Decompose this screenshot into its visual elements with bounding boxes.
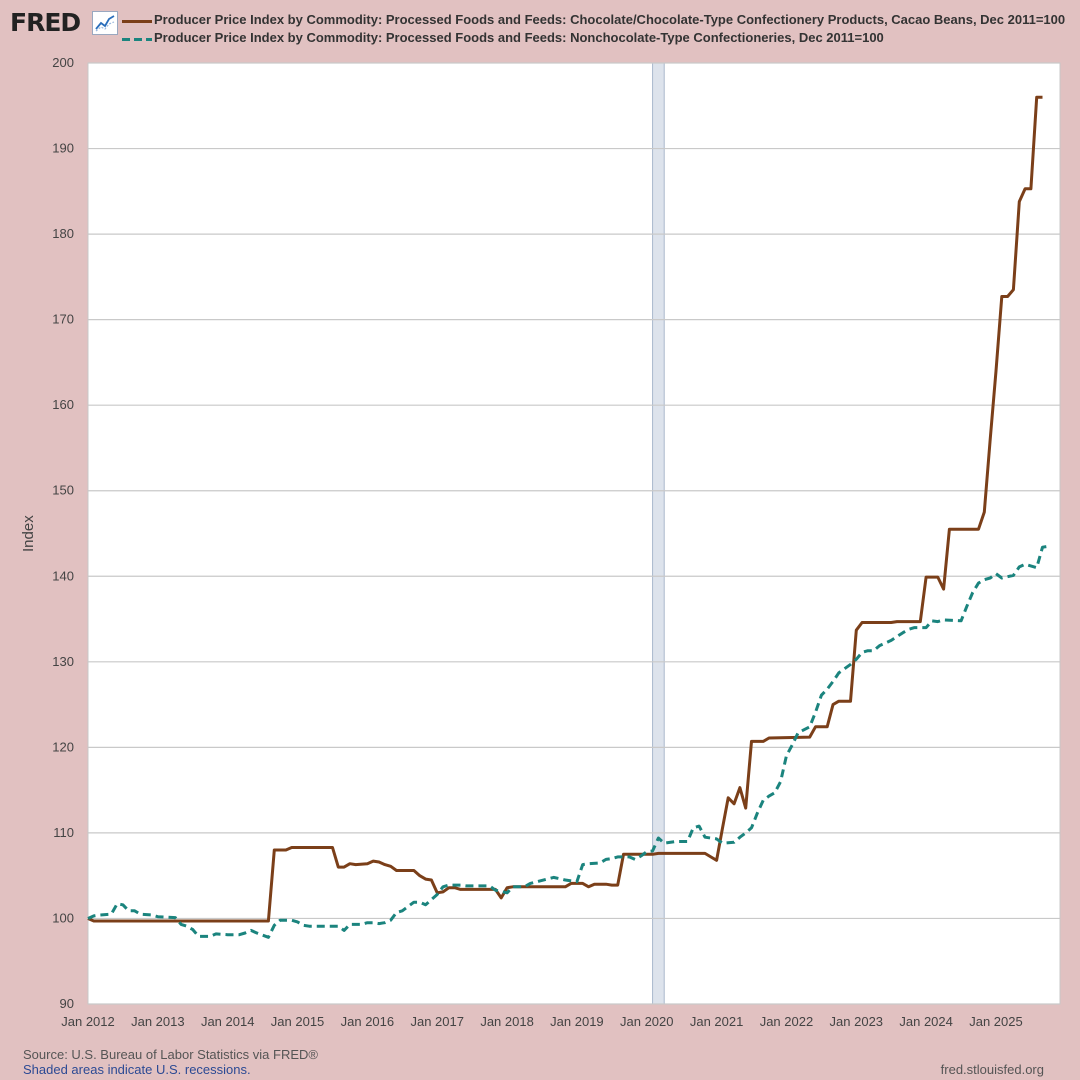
legend-swatch-chocolate [122,20,152,23]
x-tick-label: Jan 2019 [550,1014,604,1029]
x-tick-label: Jan 2014 [201,1014,255,1029]
line-chart: 90 100 110 120 130 140 150 160 170 180 190 200 Jan 2… [52,55,1061,1029]
y-tick-label: 90 [60,996,74,1011]
y-tick-label: 190 [52,141,74,156]
y-tick-label: 110 [53,825,74,840]
x-tick-label: Jan 2015 [271,1014,325,1029]
y-tick-label: 120 [52,739,74,754]
y-tick-label: 200 [52,55,74,70]
y-tick-label: 170 [52,312,74,327]
x-tick-label: Jan 2018 [480,1014,534,1029]
line-chart-icon [92,11,118,35]
x-tick-label: Jan 2025 [969,1014,1023,1029]
legend-swatch-nonchocolate [122,38,152,41]
fred-url[interactable]: fred.stlouisfed.org [940,1062,1044,1077]
y-axis-title: Index [14,515,44,552]
recession-shade [652,62,665,1005]
y-axis-title-text: Index [20,515,37,552]
series-line-nonchocolate [87,544,1049,939]
source-note: Source: U.S. Bureau of Labor Statistics … [23,1047,318,1062]
x-tick-label: Jan 2017 [410,1014,464,1029]
y-tick-label: 160 [52,397,74,412]
x-tick-label: Jan 2022 [760,1014,814,1029]
x-tick-label: Jan 2013 [131,1014,185,1029]
y-tick-label: 140 [52,568,74,583]
recession-note[interactable]: Shaded areas indicate U.S. recessions. [23,1062,251,1077]
legend-label-nonchocolate: Producer Price Index by Commodity: Proce… [154,30,884,45]
chart-header: FRED Producer Price Index by Commodity: … [8,6,1078,52]
x-tick-label: Jan 2012 [61,1014,115,1029]
y-tick-label: 130 [52,654,74,669]
legend-label-chocolate: Producer Price Index by Commodity: Proce… [154,12,1066,27]
fred-logo[interactable]: FRED [10,8,81,37]
y-tick-label: 100 [52,910,74,925]
x-tick-label: Jan 2023 [830,1014,884,1029]
x-tick-label: Jan 2020 [620,1014,674,1029]
x-tick-label: Jan 2021 [690,1014,744,1029]
y-tick-label: 150 [52,483,74,498]
x-tick-label: Jan 2016 [341,1014,395,1029]
x-tick-label: Jan 2024 [899,1014,953,1029]
plot-area [87,62,1061,1005]
y-tick-label: 180 [52,226,74,241]
